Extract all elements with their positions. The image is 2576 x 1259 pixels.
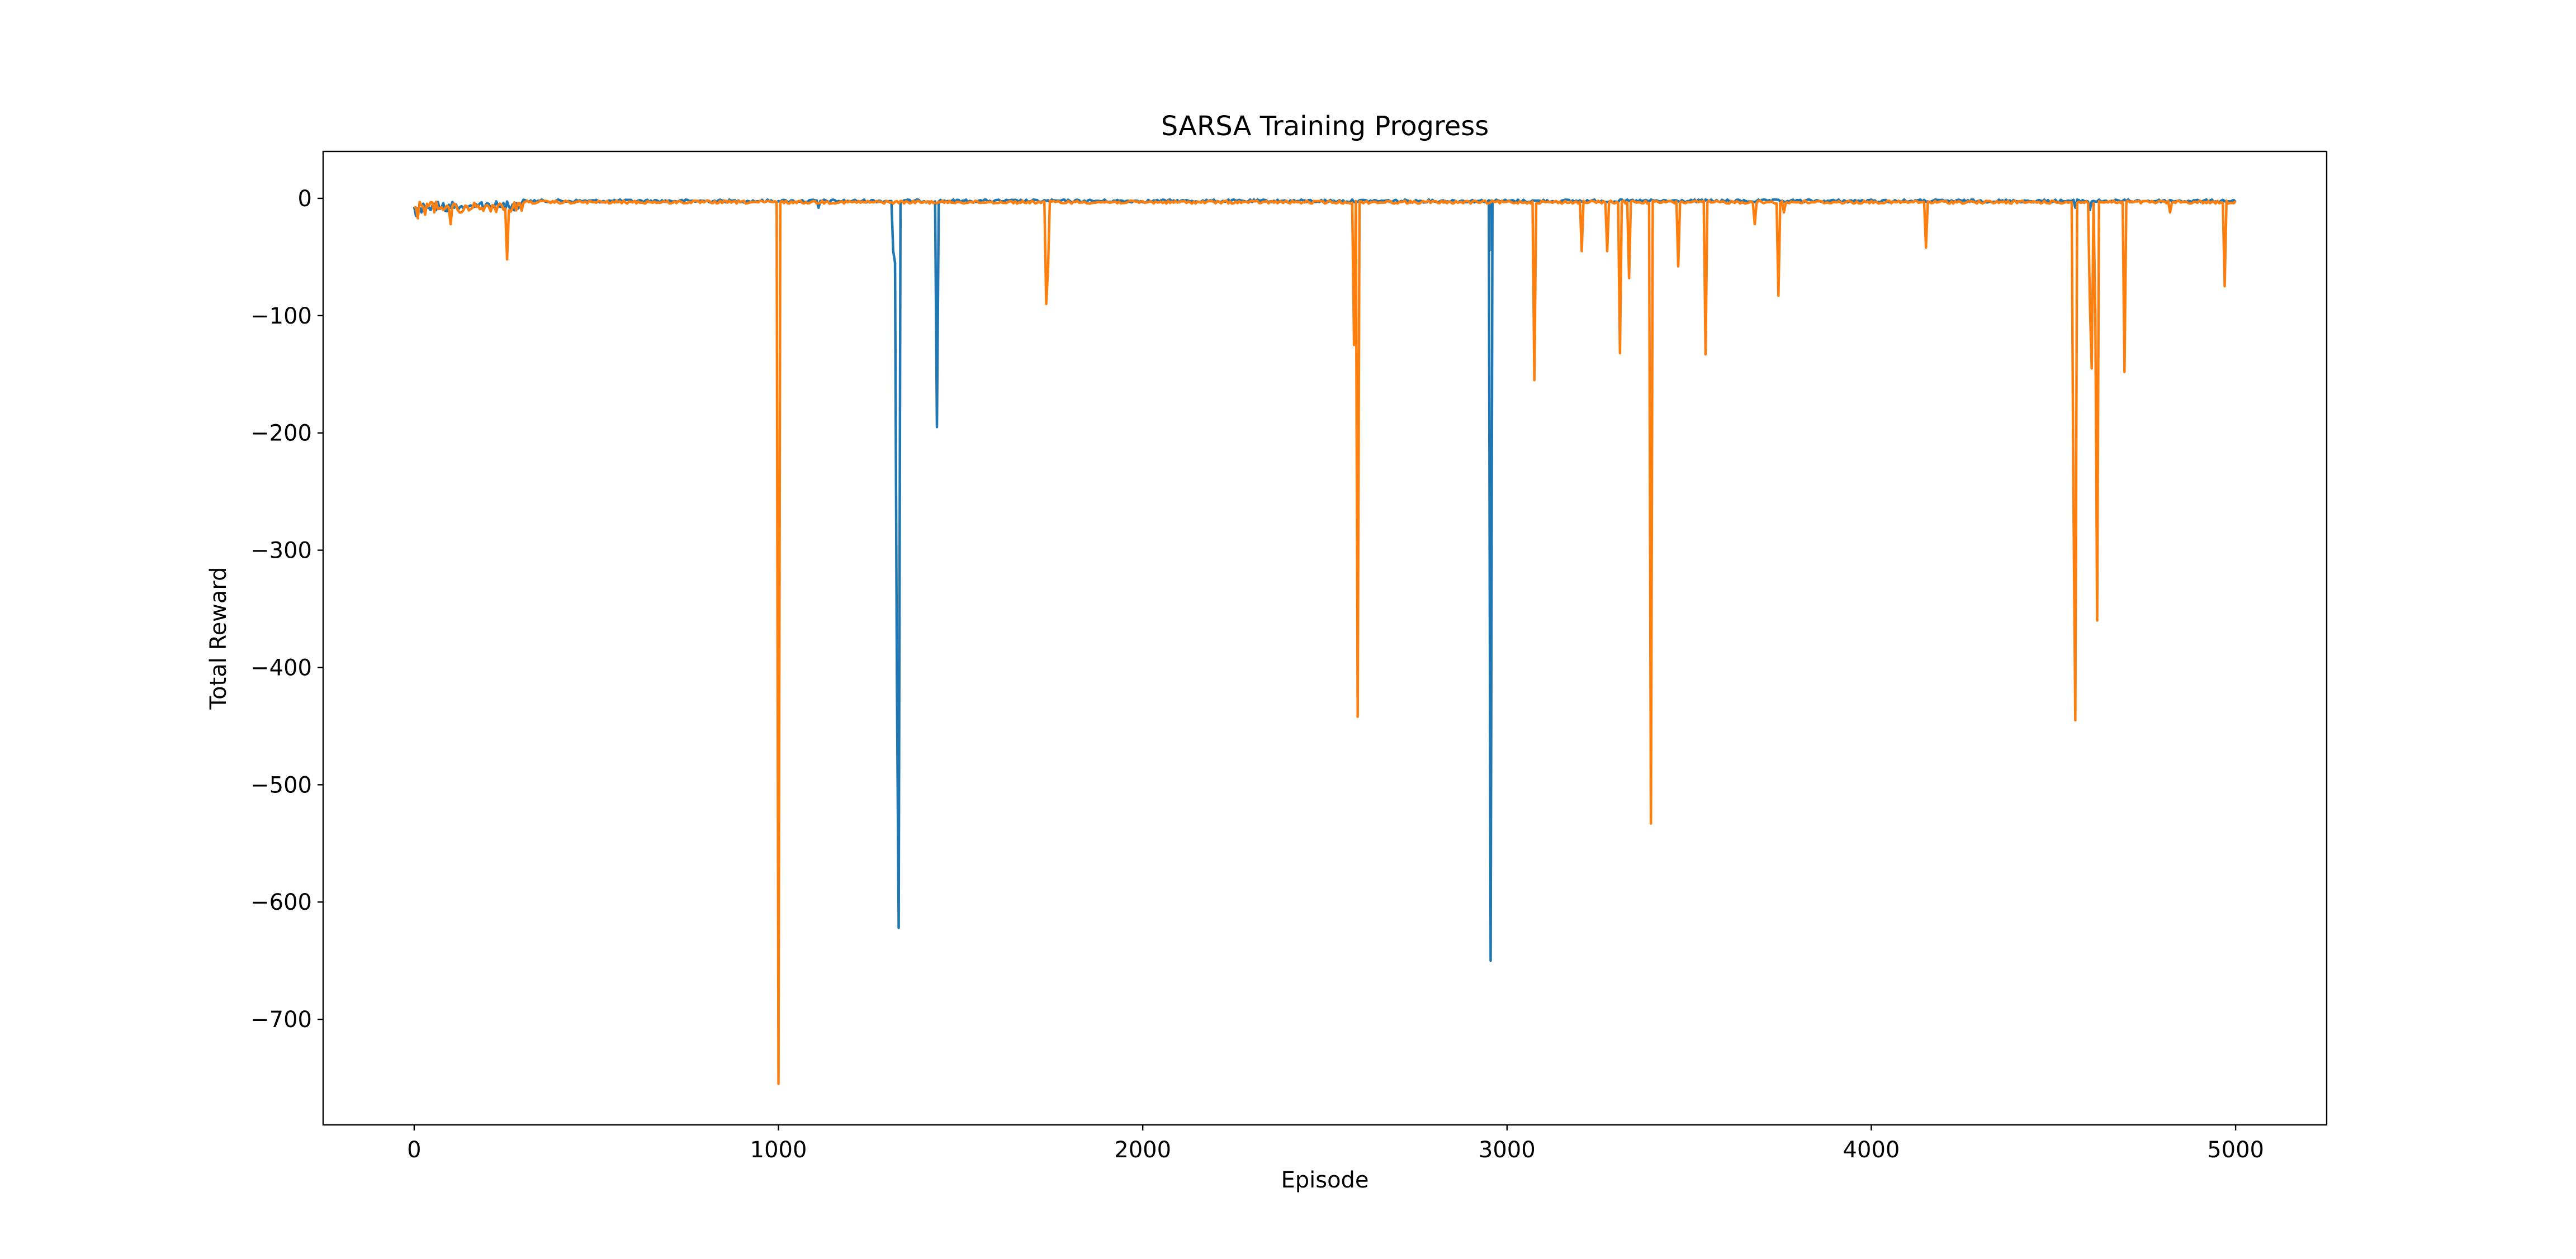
y-tick-label: 0 (298, 186, 312, 212)
x-axis-title: Episode (1281, 1167, 1368, 1193)
y-tick-label: −600 (250, 890, 312, 915)
series-layer (413, 198, 2237, 1085)
chart-title: SARSA Training Progress (1161, 111, 1489, 142)
x-axis: 0 1000 2000 3000 4000 5000 (407, 1125, 2264, 1163)
y-tick-label: −300 (250, 538, 312, 564)
x-tick-label: 1000 (750, 1137, 807, 1163)
x-tick-label: 3000 (1479, 1137, 1536, 1163)
y-tick-label: −500 (250, 772, 312, 798)
x-tick-label: 5000 (2207, 1137, 2264, 1163)
x-tick-label: 2000 (1114, 1137, 1171, 1163)
plot-frame (322, 150, 2328, 1126)
x-tick-label: 0 (407, 1137, 421, 1163)
x-tick-label: 4000 (1843, 1137, 1900, 1163)
y-tick-label: −100 (250, 303, 312, 329)
y-axis: 0 −100 −200 −300 −400 −500 −600 −700 (250, 186, 323, 1033)
y-tick-label: −200 (250, 421, 312, 446)
y-tick-label: −400 (250, 655, 312, 681)
y-axis-title: Total Reward (206, 567, 231, 710)
y-tick-label: −700 (250, 1007, 312, 1033)
series-1-line (413, 199, 2237, 1085)
series-0-line (413, 198, 2237, 962)
